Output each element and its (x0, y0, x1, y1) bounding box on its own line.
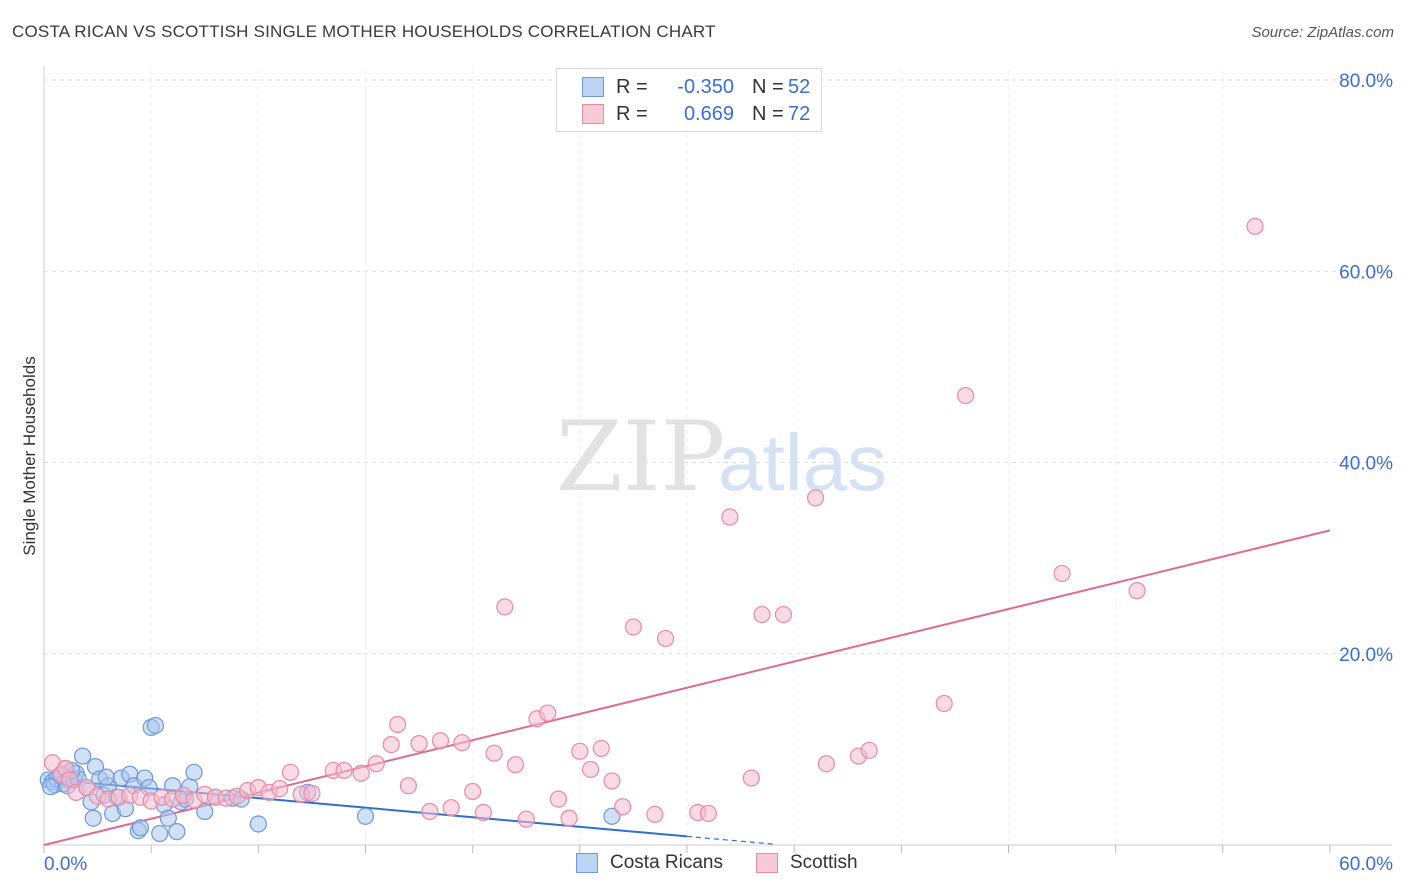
y-tick-label: 40.0% (1339, 454, 1393, 475)
data-point-costa-ricans (97, 768, 115, 786)
series-legend-costa-ricans[interactable]: Costa Ricans (576, 852, 723, 874)
data-point-scottish (646, 805, 664, 824)
watermark-atlas: atlas (718, 418, 887, 507)
legend-r-value: 0.669 (683, 102, 734, 125)
data-point-scottish (624, 618, 643, 636)
axes-layer (43, 66, 1392, 853)
data-point-costa-ricans (131, 819, 150, 837)
legend-swatch-pink (582, 104, 604, 124)
data-point-costa-ricans (73, 747, 92, 765)
data-point-scottish (656, 629, 675, 648)
data-point-scottish (614, 798, 632, 816)
data-point-scottish (539, 704, 557, 722)
data-point-scottish (560, 809, 578, 827)
data-point-scottish (485, 744, 503, 762)
series-label: Scottish (790, 852, 858, 873)
legend-r-value: -0.350 (677, 75, 734, 98)
data-point-scottish (517, 810, 535, 828)
legend-row-costa-ricans: R = -0.350 N = 52 (582, 73, 810, 101)
y-axis-title: Single Mother Households (20, 356, 39, 556)
data-point-scottish (271, 779, 289, 798)
data-point-scottish (474, 803, 492, 822)
data-point-scottish (410, 735, 428, 753)
data-point-scottish (1128, 582, 1146, 600)
data-point-costa-ricans (185, 763, 203, 781)
tick-label-layer: 20.0% 40.0% 60.0% 80.0% 0.0% 60.0% (44, 71, 1393, 875)
data-point-scottish (699, 804, 718, 823)
data-point-scottish (453, 734, 471, 752)
data-point-costa-ricans (146, 716, 165, 735)
data-point-scottish (352, 764, 370, 782)
trend-line-costa-ricans-extension (686, 835, 773, 845)
data-point-scottish (367, 755, 385, 773)
data-point-scottish (421, 802, 439, 821)
legend-swatch-blue (582, 77, 604, 97)
data-point-scottish (957, 386, 975, 405)
data-point-scottish (806, 489, 825, 507)
y-tick-label: 80.0% (1339, 71, 1393, 92)
legend-n-value: 52 (788, 75, 811, 98)
data-point-scottish (496, 598, 514, 616)
data-point-scottish (817, 755, 835, 773)
series-swatch-blue (576, 853, 598, 873)
data-point-scottish (1246, 217, 1264, 235)
data-point-costa-ricans (84, 809, 102, 827)
data-point-costa-ricans (159, 809, 177, 827)
x-tick-label: 0.0% (44, 854, 87, 875)
source-label: Source: ZipAtlas.com (1251, 24, 1394, 41)
legend-n-value: 72 (788, 102, 811, 125)
y-tick-label: 60.0% (1339, 262, 1393, 283)
data-point-scottish (549, 790, 568, 808)
data-point-scottish (571, 742, 589, 760)
grid-layer (44, 70, 1392, 845)
data-point-scottish (860, 741, 878, 759)
y-tick-label: 20.0% (1339, 645, 1393, 666)
data-point-costa-ricans (151, 824, 169, 843)
data-point-costa-ricans (356, 807, 375, 825)
data-point-costa-ricans (41, 778, 60, 796)
data-point-scottish (281, 763, 300, 781)
data-point-scottish (774, 605, 793, 624)
legend-r-label: R = (616, 75, 648, 98)
data-point-costa-ricans (168, 823, 186, 841)
data-point-scottish (303, 784, 321, 802)
data-point-scottish (581, 760, 600, 779)
data-point-scottish (431, 732, 450, 750)
points-layer (39, 217, 1264, 843)
series-legend: Costa Ricans Scottish (0, 852, 1406, 876)
data-point-scottish (721, 508, 739, 526)
data-point-scottish (335, 761, 353, 780)
data-point-scottish (742, 769, 760, 787)
data-point-scottish (1053, 564, 1071, 583)
data-point-scottish (603, 772, 621, 790)
series-label: Costa Ricans (610, 852, 723, 873)
data-point-scottish (935, 694, 953, 713)
watermark: ZIP atlas (556, 401, 887, 513)
data-point-scottish (389, 715, 407, 734)
data-point-costa-ricans (249, 815, 267, 833)
series-legend-scottish[interactable]: Scottish (756, 852, 858, 874)
correlation-legend: R = -0.350 N = 52 R = 0.669 N = 72 (556, 68, 822, 132)
data-point-scottish (506, 756, 525, 774)
chart-title: COSTA RICAN VS SCOTTISH SINGLE MOTHER HO… (12, 22, 716, 41)
legend-n-label: N = (752, 75, 784, 98)
data-point-scottish (399, 777, 417, 795)
data-point-costa-ricans (196, 802, 214, 821)
data-point-scottish (382, 735, 400, 754)
data-point-scottish (753, 605, 771, 624)
data-point-costa-ricans (603, 807, 621, 825)
data-point-scottish (442, 799, 460, 817)
legend-n-label: N = (752, 102, 784, 125)
data-point-scottish (464, 782, 482, 801)
watermark-zip: ZIP (556, 401, 725, 513)
data-point-scottish (592, 739, 610, 758)
legend-row-scottish: R = 0.669 N = 72 (582, 100, 810, 128)
legend-r-label: R = (616, 102, 648, 125)
series-swatch-pink (756, 853, 778, 873)
x-tick-label: 60.0% (1339, 854, 1393, 875)
